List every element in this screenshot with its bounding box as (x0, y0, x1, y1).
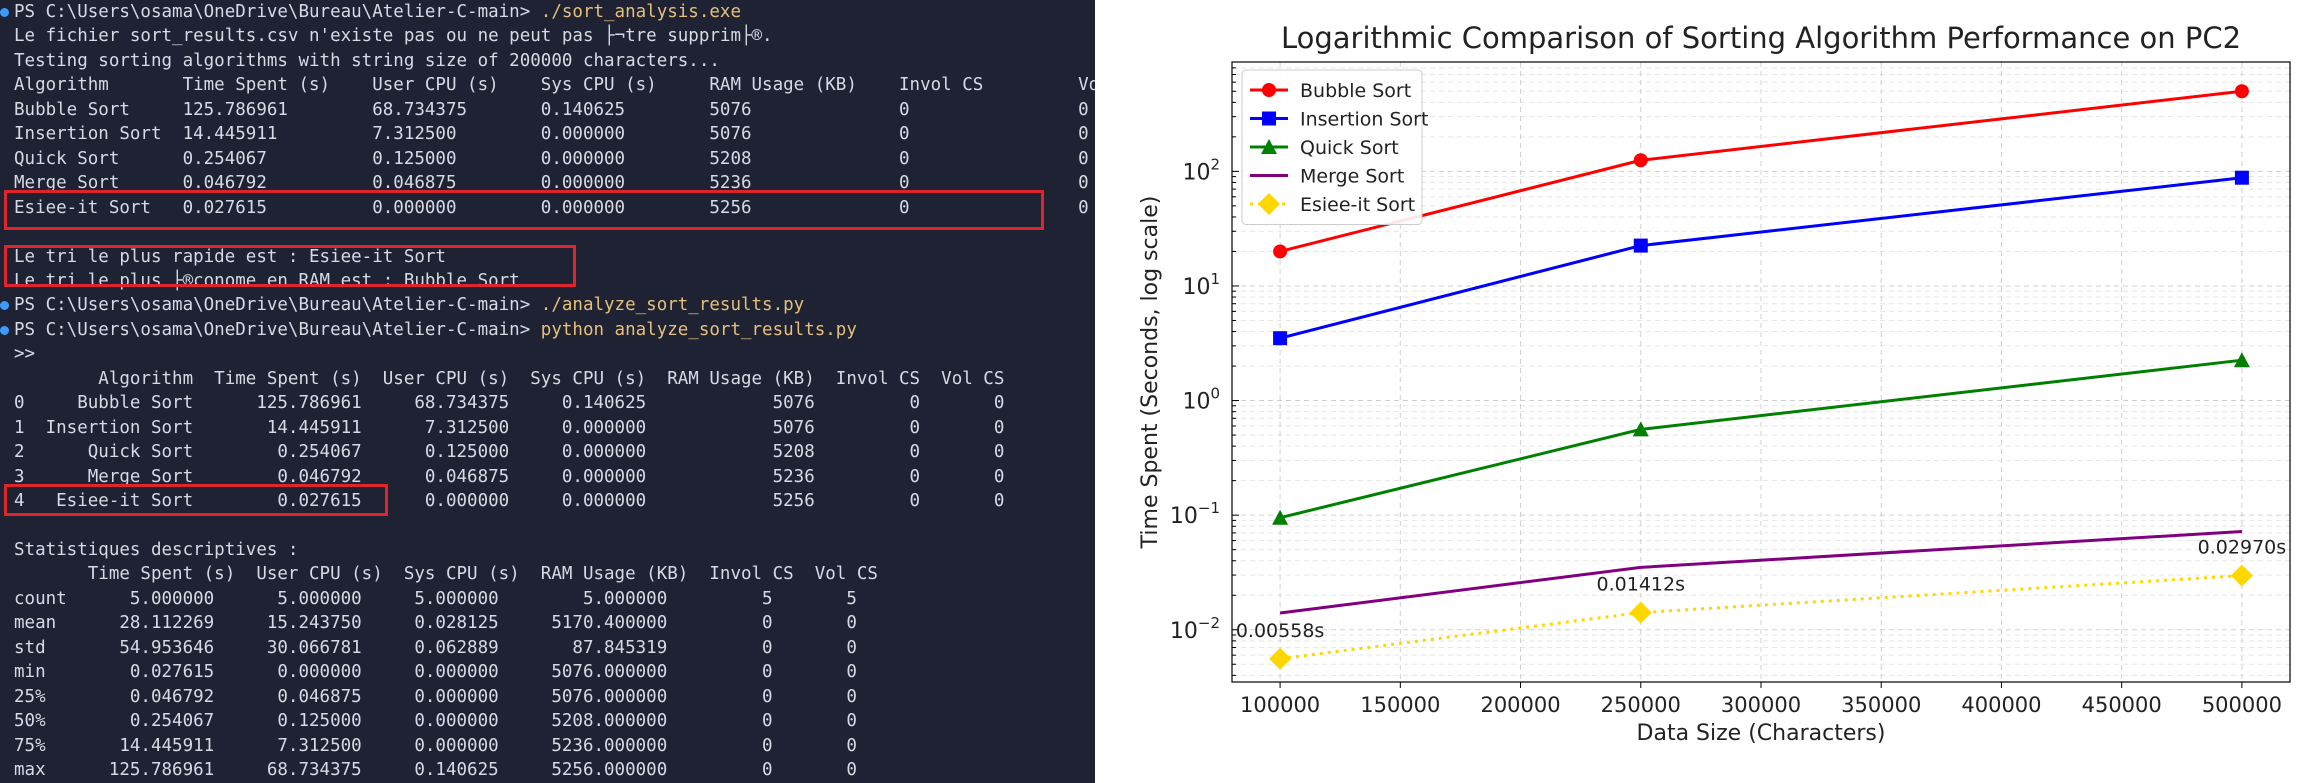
series-line-merge-sort (1279, 530, 2242, 615)
prompt-path: PS C:\Users\osama\OneDrive\Bureau\Atelie… (14, 2, 541, 22)
highlight-box-esiee-row (4, 484, 388, 516)
x-tick-label: 300000 (1721, 693, 1801, 717)
output-line: count 5.000000 5.000000 5.000000 5.00000… (14, 588, 857, 609)
legend-marker-esiee-it-sort (1258, 193, 1280, 215)
y-axis-label: Time Spent (Seconds, log scale) (1138, 196, 1163, 550)
output-line: 50% 0.254067 0.125000 0.000000 5208.0000… (14, 711, 857, 732)
y-tick-label: 102 (1182, 155, 1220, 185)
command-text: ./analyze_sort_results.py (540, 295, 805, 316)
output-line: >> (14, 344, 36, 365)
data-point-insertion-sort (2234, 170, 2249, 185)
output-line: Testing sorting algorithms with string s… (14, 50, 720, 71)
output-line: 1 Insertion Sort 14.445911 7.312500 0.00… (14, 417, 1005, 438)
x-axis-label: Data Size (Characters) (1637, 721, 1886, 746)
output-line: Le tri le plus rapide est : Esiee-it Sor… (14, 246, 446, 267)
legend-label-esiee-it-sort: Esiee-it Sort (1300, 194, 1415, 216)
output-line: Bubble Sort 125.786961 68.734375 0.14062… (14, 99, 1089, 120)
legend-label-quick-sort: Quick Sort (1300, 137, 1399, 159)
data-point-quick-sort (2233, 352, 2250, 368)
chart-panel: 100000 150000 200000 250000 300000 350000 4000… (1095, 0, 2322, 783)
data-label-esiee-it-sort: 0.00558s (1236, 620, 1324, 642)
y-tick-label: 10−1 (1170, 499, 1220, 529)
terminal-window[interactable]: PS C:\Users\osama\OneDrive\Bureau\Atelie… (0, 0, 1095, 783)
prompt-marker-icon (0, 8, 9, 17)
data-point-bubble-sort (2234, 84, 2249, 99)
command-text: ./sort_analysis.exe (540, 2, 741, 22)
performance-chart: 100000 150000 200000 250000 300000 350000 4000… (1138, 21, 2291, 746)
legend-label-insertion-sort: Insertion Sort (1300, 109, 1428, 131)
output-line: 75% 14.445911 7.312500 0.000000 5236.000… (14, 735, 857, 756)
data-point-esiee-it-sort (1629, 601, 1652, 624)
legend-marker-bubble-sort (1262, 83, 1276, 97)
data-point-esiee-it-sort (2230, 564, 2253, 587)
output-line: max 125.786961 68.734375 0.140625 5256.0… (14, 759, 857, 780)
x-tick-label: 450000 (2082, 693, 2162, 717)
data-point-insertion-sort (1633, 238, 1648, 253)
legend-box (1241, 69, 1423, 225)
legend-label-bubble-sort: Bubble Sort (1300, 80, 1411, 102)
x-tick-label: 150000 (1360, 693, 1440, 717)
data-label-esiee-it-sort: 0.02970s (2198, 537, 2286, 559)
output-line: mean 28.112269 15.243750 0.028125 5170.4… (14, 613, 857, 634)
output-line: std 54.953646 30.066781 0.062889 87.8453… (14, 637, 857, 658)
chart-title: Logarithmic Comparison of Sorting Algori… (1281, 21, 2241, 55)
x-tick-label: 250000 (1601, 693, 1681, 717)
highlight-box-fastest-row (4, 190, 1044, 230)
prompt-path: PS C:\Users\osama\OneDrive\Bureau\Atelie… (14, 295, 541, 316)
prompt-line: PS C:\Users\osama\OneDrive\Bureau\Atelie… (14, 0, 741, 24)
x-tick-label: 100000 (1240, 693, 1320, 717)
data-point-quick-sort (1272, 509, 1289, 525)
data-point-bubble-sort (1273, 244, 1288, 259)
output-line: Insertion Sort 14.445911 7.312500 0.0000… (14, 124, 1089, 145)
data-point-esiee-it-sort (1269, 647, 1292, 670)
prompt-path: PS C:\Users\osama\OneDrive\Bureau\Atelie… (14, 319, 541, 340)
y-tick-label: 101 (1182, 270, 1220, 300)
output-line: Quick Sort 0.254067 0.125000 0.000000 52… (14, 148, 1089, 169)
data-label-esiee-it-sort: 0.01412s (1597, 574, 1685, 596)
prompt-marker-icon (0, 301, 9, 311)
x-tick-label: 350000 (1841, 693, 1921, 717)
x-tick-label: 500000 (2202, 693, 2282, 717)
output-line: Algorithm Time Spent (s) User CPU (s) Sy… (14, 368, 1005, 389)
output-line: 2 Quick Sort 0.254067 0.125000 0.000000 … (14, 442, 1005, 463)
plot-frame (1231, 61, 2291, 683)
output-line: min 0.027615 0.000000 0.000000 5076.0000… (14, 662, 857, 683)
prompt-line: PS C:\Users\osama\OneDrive\Bureau\Atelie… (14, 318, 857, 342)
legend-marker-insertion-sort (1262, 111, 1276, 126)
output-line: Esiee-it Sort 0.027615 0.000000 0.000000… (14, 197, 1089, 218)
data-point-bubble-sort (1633, 153, 1648, 168)
output-line: 3 Merge Sort 0.046792 0.046875 0.000000 … (14, 466, 1005, 487)
output-line: Merge Sort 0.046792 0.046875 0.000000 52… (14, 173, 1089, 194)
series-line-esiee-it-sort (1279, 574, 2243, 661)
output-line: Algorithm Time Spent (s) User CPU (s) Sy… (14, 75, 1095, 96)
y-tick-label: 100 (1182, 385, 1220, 415)
x-tick-label: 200000 (1480, 693, 1560, 717)
highlight-box-summary (4, 245, 576, 287)
data-point-quick-sort (1632, 421, 1649, 437)
legend-marker-quick-sort (1261, 139, 1277, 154)
output-line: Le fichier sort_results.csv n'existe pas… (14, 26, 773, 47)
output-line: Statistiques descriptives : (14, 539, 299, 560)
y-tick-label: 10−2 (1170, 614, 1220, 644)
output-line: Time Spent (s) User CPU (s) Sys CPU (s) … (14, 564, 878, 585)
prompt-line: PS C:\Users\osama\OneDrive\Bureau\Atelie… (14, 293, 804, 317)
data-point-insertion-sort (1273, 331, 1288, 346)
output-line: 4 Esiee-it Sort 0.027615 0.000000 0.0000… (14, 491, 1005, 511)
legend-label-merge-sort: Merge Sort (1300, 166, 1404, 188)
command-text: python analyze_sort_results.py (540, 319, 857, 340)
prompt-marker-icon (0, 325, 9, 335)
output-line: 25% 0.046792 0.046875 0.000000 5076.0000… (14, 686, 857, 707)
x-tick-label: 400000 (1961, 693, 2041, 717)
output-line: 0 Bubble Sort 125.786961 68.734375 0.140… (14, 393, 1005, 414)
